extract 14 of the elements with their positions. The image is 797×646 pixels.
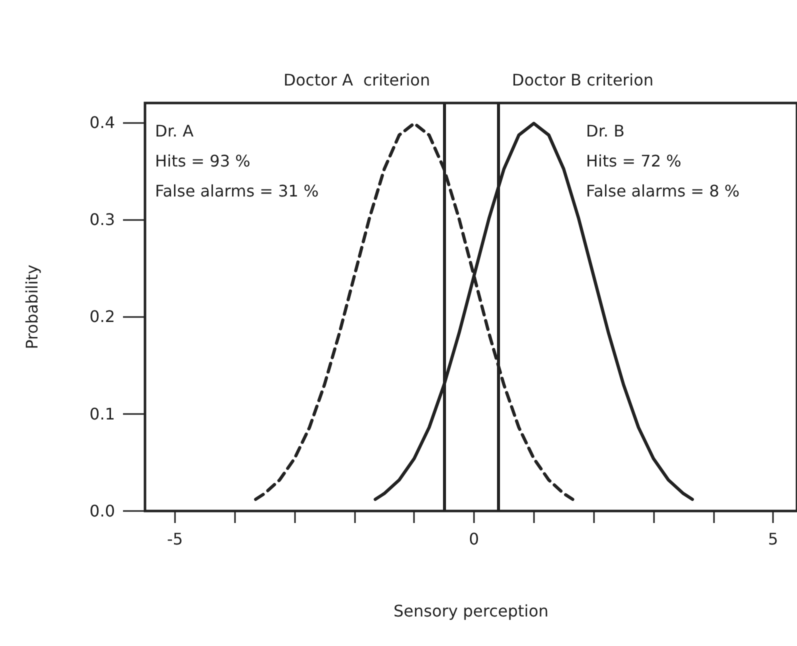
annotation: Dr. A Hits = 93 % False alarms = 31 % xyxy=(155,122,319,200)
ref-line-label: Doctor B criterion xyxy=(512,70,654,90)
y-axis-title: Probability xyxy=(22,264,42,350)
y-tick-label: 0.3 xyxy=(90,210,115,230)
y-tick-label: 0.0 xyxy=(90,502,115,520)
x-axis-title: Sensory perception xyxy=(393,602,549,620)
x-tick-label: 5 xyxy=(768,530,778,548)
y-tick-label: 0.2 xyxy=(90,307,115,326)
annotation: Dr. B Hits = 72 % False alarms = 8 % xyxy=(586,122,740,200)
x-tick-label: 0 xyxy=(468,530,480,548)
ref-line-label: Doctor A criterion xyxy=(283,70,430,90)
y-tick-label: 0.1 xyxy=(90,404,115,424)
y-tick-label: 0.4 xyxy=(90,112,115,132)
x-tick-label: -5 xyxy=(166,530,183,548)
